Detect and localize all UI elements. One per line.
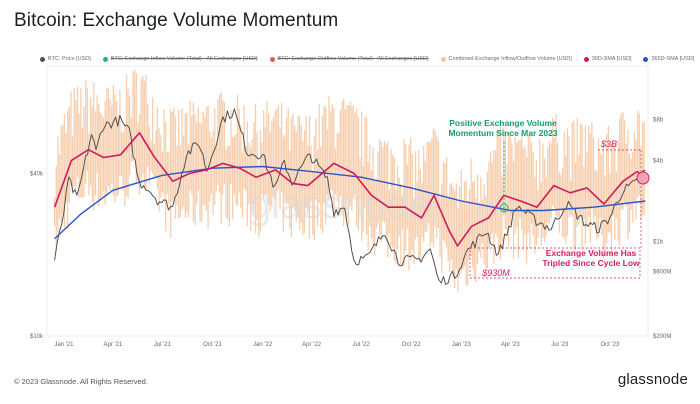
legend-label: BTC: Exchange Outflow Volume (Total) - A… xyxy=(277,56,429,62)
y-left-tick-label: $10k xyxy=(30,334,44,340)
x-tick-label: Jan '22 xyxy=(253,342,273,348)
plot-frame xyxy=(46,65,649,337)
chart-legend: BTC: Price [USD] BTC: Exchange Inflow Vo… xyxy=(40,56,694,62)
legend-label: 365D-SMA [USD] xyxy=(651,56,695,62)
legend-item-btc-price[interactable]: BTC: Price [USD] xyxy=(40,56,91,62)
x-tick-label: Apr '21 xyxy=(103,342,122,348)
legend-swatch-combined xyxy=(440,56,446,62)
legend-item-outflow[interactable]: BTC: Exchange Outflow Volume (Total) - A… xyxy=(269,56,429,62)
x-tick-label: Jul '23 xyxy=(551,342,569,348)
legend-label: BTC: Exchange Inflow Volume (Total) - Al… xyxy=(110,56,258,62)
watermark: glassnode xyxy=(249,183,431,227)
sma365-line xyxy=(54,165,646,240)
x-tick-label: Jul '21 xyxy=(154,342,172,348)
momentum-start-marker xyxy=(499,203,509,213)
positive-momentum-label-line1: Positive Exchange Volume xyxy=(449,118,557,128)
plot-area-border xyxy=(46,65,649,337)
legend-label: 30D-SMA [USD] xyxy=(591,56,632,62)
annotations: Positive Exchange Volume Momentum Since … xyxy=(448,118,650,279)
y-left-tick-label: $40k xyxy=(30,171,44,177)
legend-item-combined[interactable]: Combined Exchange Inflow/Outflow Volume … xyxy=(440,56,572,62)
y-right-tick-label: $1b xyxy=(653,240,664,246)
legend-item-365d-sma[interactable]: 365D-SMA [USD] xyxy=(643,56,694,62)
positive-momentum-label-line2: Momentum Since Mar 2023 xyxy=(448,128,557,138)
y-right-tick-label: $4b xyxy=(653,158,664,164)
x-tick-label: Oct '22 xyxy=(402,342,421,348)
current-momentum-marker xyxy=(636,171,650,185)
legend-swatch-inflow xyxy=(102,56,108,62)
tripled-label-line2: Tripled Since Cycle Low xyxy=(542,258,640,268)
legend-item-30d-sma[interactable]: 30D-SMA [USD] xyxy=(583,56,632,62)
copyright-text: © 2023 Glassnode. All Rights Reserved. xyxy=(14,377,148,386)
series-lines xyxy=(53,108,646,285)
legend-label: Combined Exchange Inflow/Outflow Volume … xyxy=(448,56,572,62)
brand-logo[interactable]: glassnode xyxy=(617,371,688,388)
chart-title: Bitcoin: Exchange Volume Momentum xyxy=(14,10,339,31)
legend-swatch-365d-sma xyxy=(643,56,649,62)
tripled-label-line1: Exchange Volume Has xyxy=(546,248,637,258)
y-right-tick-label: $200M xyxy=(653,334,671,340)
y-right-tick-label: $8b xyxy=(653,118,664,124)
price-line xyxy=(54,108,646,285)
x-tick-label: Apr '22 xyxy=(302,342,321,348)
legend-label: BTC: Price [USD] xyxy=(48,56,91,62)
axes: Jan '21 Apr '21 Jul '21 Oct '21 Jan '22 Apr '… xyxy=(30,118,671,348)
x-tick-label: Jul '22 xyxy=(353,342,371,348)
y-right-tick-label: $600M xyxy=(653,270,671,276)
legend-swatch-outflow xyxy=(269,56,275,62)
x-tick-label: Oct '21 xyxy=(203,342,222,348)
combined-volume-bars xyxy=(53,69,645,292)
cycle-low-box xyxy=(469,247,641,279)
legend-item-inflow[interactable]: BTC: Exchange Inflow Volume (Total) - Al… xyxy=(102,56,258,62)
value-low-label: $930M xyxy=(481,268,510,278)
legend-swatch-30d-sma xyxy=(583,56,589,62)
sma30-line xyxy=(53,132,646,247)
x-tick-label: Jan '23 xyxy=(452,342,472,348)
value-high-label: $3B xyxy=(600,139,617,149)
x-tick-label: Oct '23 xyxy=(600,342,619,348)
x-tick-label: Apr '23 xyxy=(501,342,520,348)
x-tick-label: Jan '21 xyxy=(54,342,74,348)
legend-swatch-price xyxy=(40,56,45,62)
